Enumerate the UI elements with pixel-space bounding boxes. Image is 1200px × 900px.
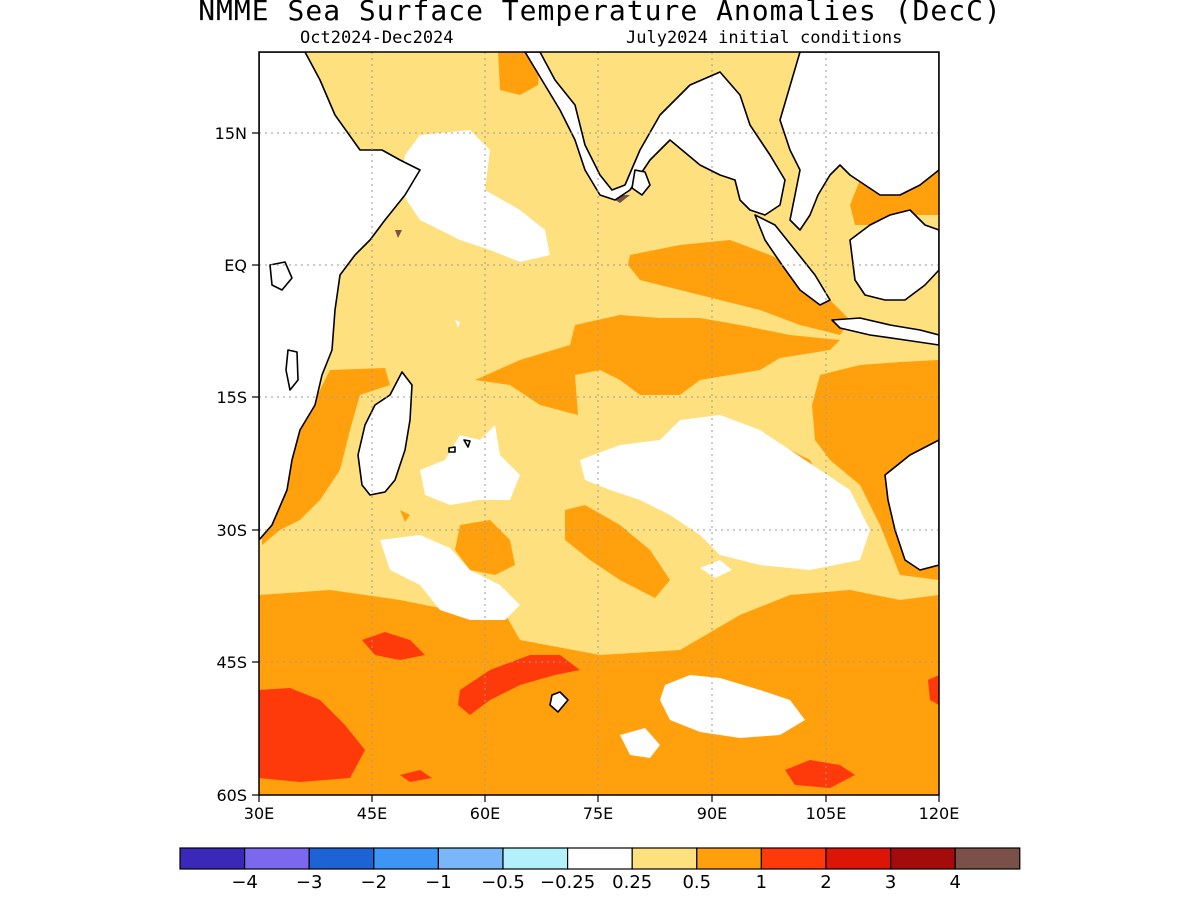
x-tick-label: 75E bbox=[583, 804, 613, 823]
colorbar-label: 3 bbox=[885, 872, 896, 893]
map-title: NMME Sea Surface Temperature Anomalies (… bbox=[198, 0, 1002, 27]
anomaly-field-0.5-1 bbox=[259, 52, 939, 795]
x-tick-label: 60E bbox=[470, 804, 500, 823]
colorbar-label: −0.5 bbox=[481, 872, 525, 893]
x-tick-label: 105E bbox=[806, 804, 847, 823]
colorbar-swatch bbox=[566, 847, 633, 870]
y-tick-label: EQ bbox=[224, 256, 247, 275]
colorbar-swatch bbox=[889, 847, 956, 870]
colorbar-label: 0.25 bbox=[612, 872, 652, 893]
colorbar-swatch bbox=[954, 847, 1021, 870]
y-tick-label: 45S bbox=[216, 653, 247, 672]
map-frame bbox=[258, 51, 940, 796]
colorbar-swatch bbox=[244, 847, 310, 870]
y-tick-label: 30S bbox=[216, 521, 247, 540]
colorbar-swatch bbox=[502, 847, 569, 870]
y-tick-label: 15N bbox=[215, 124, 247, 143]
map-gridlines bbox=[259, 52, 939, 795]
x-tick-label: 120E bbox=[919, 804, 960, 823]
colorbar-swatch bbox=[631, 847, 698, 870]
x-tick-label: 45E bbox=[357, 804, 387, 823]
colorbar-label: −4 bbox=[231, 872, 258, 893]
colorbar-swatch bbox=[179, 847, 246, 870]
x-tick-label: 90E bbox=[697, 804, 727, 823]
anomaly-field-1-2 bbox=[259, 632, 939, 788]
anomaly-field-neutral bbox=[380, 130, 870, 758]
colorbar-label: 2 bbox=[820, 872, 831, 893]
colorbar-label: −0.25 bbox=[540, 872, 595, 893]
colorbar-swatch bbox=[308, 847, 375, 870]
colorbar-swatch bbox=[760, 847, 827, 870]
x-tick-label: 30E bbox=[244, 804, 274, 823]
land-masses bbox=[259, 52, 939, 713]
colorbar-label: −3 bbox=[296, 872, 323, 893]
colorbar-swatch bbox=[825, 847, 892, 870]
colorbar-label: 4 bbox=[949, 872, 960, 893]
colorbar-swatch bbox=[696, 847, 762, 870]
initial-conditions: July2024 initial conditions bbox=[626, 28, 903, 48]
colorbar-label: −1 bbox=[425, 872, 452, 893]
y-tick-label: 60S bbox=[216, 786, 247, 805]
colorbar-label: −2 bbox=[361, 872, 388, 893]
y-tick-label: 15S bbox=[216, 388, 247, 407]
colorbar-swatch bbox=[437, 847, 504, 870]
colorbar-swatch bbox=[373, 847, 439, 870]
colorbar-label: 0.5 bbox=[682, 872, 711, 893]
forecast-period: Oct2024-Dec2024 bbox=[300, 28, 454, 48]
axis-ticks bbox=[252, 132, 940, 802]
colorbar-label: 1 bbox=[756, 872, 767, 893]
